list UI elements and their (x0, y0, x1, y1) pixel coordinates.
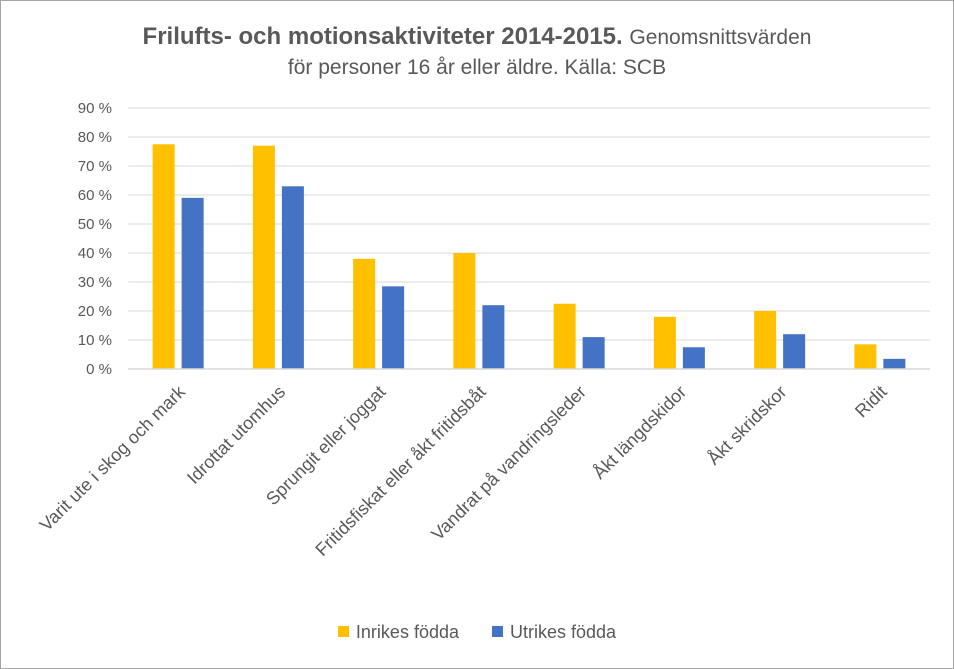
bar-inrikes (453, 253, 476, 369)
chart-title: Frilufts- och motionsaktiviteter 2014-20… (142, 23, 623, 50)
y-tick-label: 30 % (78, 274, 112, 291)
y-tick-label: 0 % (86, 361, 112, 378)
y-tick-label: 40 % (78, 245, 112, 262)
bar-inrikes (353, 258, 376, 369)
chart-subtitle-part2: för personer 16 år eller äldre. Källa: S… (287, 56, 667, 79)
y-tick-label: 20 % (78, 303, 112, 320)
y-tick-label: 80 % (78, 129, 112, 146)
bar-utrikes (883, 358, 906, 369)
bars (152, 144, 906, 369)
bar-utrikes (582, 337, 605, 369)
x-category-label: Fritidsfiskat eller åkt fritidsbåt (311, 382, 489, 560)
y-tick-label: 70 % (78, 158, 112, 175)
bar-inrikes (553, 303, 576, 369)
x-category-label: Varit ute i skog och mark (36, 381, 190, 535)
legend: Inrikes födda Utrikes födda (0, 622, 954, 643)
bar-utrikes (281, 186, 304, 369)
x-category-label: Ridit (851, 382, 891, 422)
x-category-label: Åkt skridskor (703, 382, 790, 469)
y-tick-label: 90 % (78, 100, 112, 117)
chart-title-block: Frilufts- och motionsaktiviteter 2014-20… (0, 22, 954, 83)
bar-inrikes (152, 144, 175, 369)
legend-label-utrikes: Utrikes födda (510, 622, 617, 642)
bar-utrikes (181, 197, 204, 369)
legend-item-inrikes: Inrikes födda (337, 622, 459, 643)
legend-swatch-inrikes (337, 626, 349, 637)
bar-inrikes (854, 344, 877, 369)
y-tick-label: 50 % (78, 216, 112, 233)
bar-utrikes (482, 305, 505, 369)
title-line-1: Frilufts- och motionsaktiviteter 2014-20… (0, 22, 954, 53)
legend-swatch-utrikes (492, 626, 503, 637)
y-tick-label: 60 % (78, 187, 112, 204)
bar-inrikes (653, 316, 676, 369)
bar-inrikes (754, 311, 777, 369)
x-category-label: Idrottat utomhus (183, 382, 289, 488)
bar-inrikes (252, 145, 275, 369)
bar-utrikes (783, 334, 806, 369)
legend-label-inrikes: Inrikes födda (355, 622, 459, 642)
y-axis-tick-labels: 0 % 10 % 20 % 30 % 40 % 50 % 60 % 70 % 80 % 90 % (78, 100, 112, 378)
bar-utrikes (682, 347, 705, 369)
y-tick-label: 10 % (78, 332, 112, 349)
legend-item-utrikes: Utrikes födda (492, 622, 616, 643)
gridlines (128, 107, 930, 341)
x-category-label: Åkt längdskidor (589, 382, 690, 483)
chart-subtitle-part1: Genomsnittsvärden (629, 26, 812, 49)
bar-utrikes (382, 286, 405, 369)
